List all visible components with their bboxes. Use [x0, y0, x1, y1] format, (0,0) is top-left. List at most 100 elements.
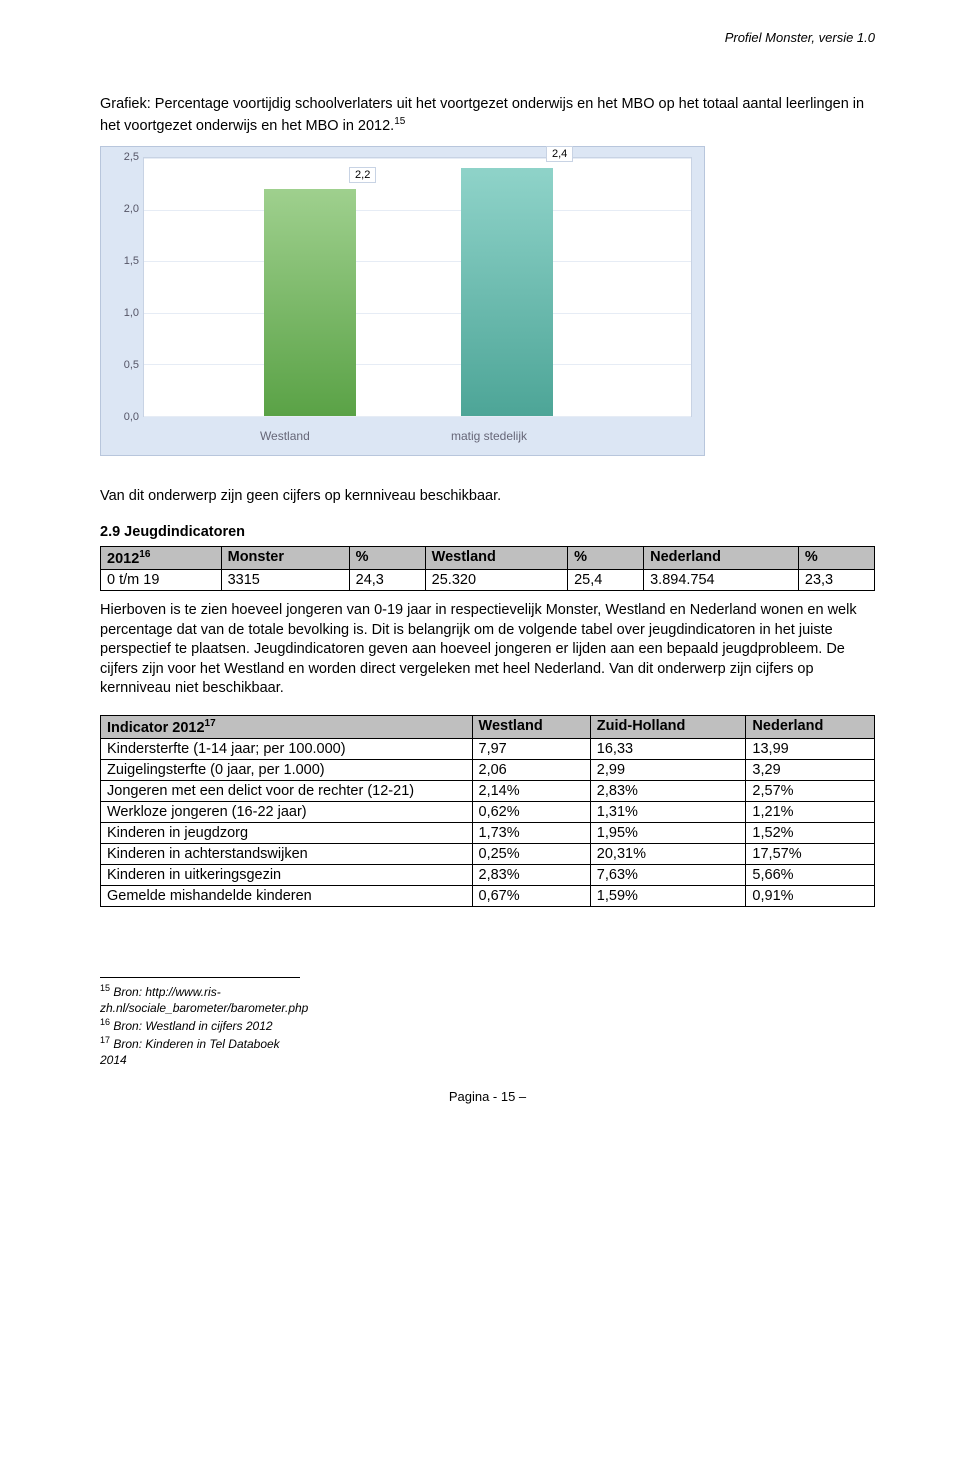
chart-gridline — [144, 364, 691, 365]
table-row: Kinderen in uitkeringsgezin2,83%7,63%5,6… — [101, 864, 875, 885]
chart-bar: 2,2 — [264, 189, 356, 416]
between-paragraph: Van dit onderwerp zijn geen cijfers op k… — [100, 486, 875, 506]
table-header-row: Indicator 201217 Westland Zuid-Holland N… — [101, 715, 875, 738]
intro-paragraph: Grafiek: Percentage voortijdig schoolver… — [100, 95, 875, 136]
indicator-table: Indicator 201217 Westland Zuid-Holland N… — [100, 715, 875, 907]
chart-x-label: matig stedelijk — [451, 429, 527, 443]
table-cell: 3,29 — [746, 759, 875, 780]
t1-r0-c4: 25,4 — [568, 570, 644, 591]
t1-col-1: Monster — [221, 547, 349, 570]
page-footer: Pagina - 15 – — [100, 1089, 875, 1104]
table-cell: 0,62% — [472, 801, 590, 822]
table-cell: 1,52% — [746, 822, 875, 843]
chart-y-axis: 0,00,51,01,52,02,5 — [111, 157, 141, 417]
section-heading: 2.9 Jeugdindicatoren — [100, 524, 875, 540]
t2-h0-sup: 17 — [205, 718, 216, 729]
table-cell: 1,31% — [590, 801, 746, 822]
table-cell: 2,14% — [472, 780, 590, 801]
intro-footnote-ref: 15 — [394, 116, 405, 127]
table-row: 0 t/m 19 3315 24,3 25.320 25,4 3.894.754… — [101, 570, 875, 591]
chart-ytick: 2,0 — [124, 203, 139, 215]
t1-col-3: Westland — [425, 547, 567, 570]
intro-text: Grafiek: Percentage voortijdig schoolver… — [100, 96, 864, 133]
table-row: Kinderen in achterstandswijken0,25%20,31… — [101, 843, 875, 864]
t1-r0-c2: 24,3 — [349, 570, 425, 591]
footnotes-block: 15 Bron: http://www.ris-zh.nl/sociale_ba… — [100, 977, 300, 1069]
footnote-number: 16 — [100, 1017, 110, 1027]
table-cell: Zuigelingsterfte (0 jaar, per 1.000) — [101, 759, 473, 780]
table-cell: Gemelde mishandelde kinderen — [101, 885, 473, 906]
table-cell: 2,99 — [590, 759, 746, 780]
chart-gridline — [144, 416, 691, 417]
chart-x-label: Westland — [260, 429, 310, 443]
table-cell: 2,06 — [472, 759, 590, 780]
table-cell: 0,25% — [472, 843, 590, 864]
t1-col-0: 201216 — [101, 547, 222, 570]
chart-gridline — [144, 313, 691, 314]
t1-col-0-sup: 16 — [139, 549, 150, 560]
t2-h3: Nederland — [746, 715, 875, 738]
table-cell: 17,57% — [746, 843, 875, 864]
t1-r0-c6: 23,3 — [798, 570, 874, 591]
t1-col-6: % — [798, 547, 874, 570]
table-cell: 0,67% — [472, 885, 590, 906]
table-row: Zuigelingsterfte (0 jaar, per 1.000)2,06… — [101, 759, 875, 780]
chart-bar-value-label: 2,2 — [349, 167, 376, 183]
chart-ytick: 0,0 — [124, 411, 139, 423]
t1-col-4: % — [568, 547, 644, 570]
page-header-right: Profiel Monster, versie 1.0 — [100, 30, 875, 45]
t1-r0-c1: 3315 — [221, 570, 349, 591]
table-row: Werkloze jongeren (16-22 jaar)0,62%1,31%… — [101, 801, 875, 822]
table-cell: 2,83% — [472, 864, 590, 885]
footnote: 16 Bron: Westland in cijfers 2012 — [100, 1016, 300, 1034]
body-paragraph: Hierboven is te zien hoeveel jongeren va… — [100, 601, 875, 699]
chart-container: 0,00,51,01,52,02,5 2,22,4 Westlandmatig … — [100, 146, 705, 456]
table-row: Gemelde mishandelde kinderen0,67%1,59%0,… — [101, 885, 875, 906]
t2-h0: Indicator 201217 — [101, 715, 473, 738]
table-cell: 7,97 — [472, 738, 590, 759]
t1-col-0-text: 2012 — [107, 551, 139, 567]
table-cell: 2,83% — [590, 780, 746, 801]
table-cell: 1,95% — [590, 822, 746, 843]
footnote: 17 Bron: Kinderen in Tel Databoek 2014 — [100, 1034, 300, 1068]
table-row: Kinderen in jeugdzorg1,73%1,95%1,52% — [101, 822, 875, 843]
chart-bar-value-label: 2,4 — [546, 146, 573, 162]
table-cell: Kinderen in achterstandswijken — [101, 843, 473, 864]
table-header-row: 201216 Monster % Westland % Nederland % — [101, 547, 875, 570]
chart-gridline — [144, 158, 691, 159]
table-cell: 1,73% — [472, 822, 590, 843]
t1-col-5: Nederland — [644, 547, 799, 570]
t2-h1: Westland — [472, 715, 590, 738]
footnote-number: 17 — [100, 1035, 110, 1045]
table-row: Jongeren met een delict voor de rechter … — [101, 780, 875, 801]
jeugd-table-1: 201216 Monster % Westland % Nederland % … — [100, 546, 875, 591]
t1-col-2: % — [349, 547, 425, 570]
chart-ytick: 2,5 — [124, 151, 139, 163]
t1-r0-c3: 25.320 — [425, 570, 567, 591]
table-cell: 16,33 — [590, 738, 746, 759]
chart-ytick: 1,5 — [124, 255, 139, 267]
chart-plot-area: 2,2 2,4 — [143, 157, 692, 417]
footnote-number: 15 — [100, 983, 110, 993]
table-cell: 2,57% — [746, 780, 875, 801]
t2-h2: Zuid-Holland — [590, 715, 746, 738]
table-cell: Kindersterfte (1-14 jaar; per 100.000) — [101, 738, 473, 759]
table-row: Kindersterfte (1-14 jaar; per 100.000)7,… — [101, 738, 875, 759]
t2-h0-text: Indicator 2012 — [107, 720, 205, 736]
table-cell: 5,66% — [746, 864, 875, 885]
table-cell: 7,63% — [590, 864, 746, 885]
t1-r0-c0: 0 t/m 19 — [101, 570, 222, 591]
table-cell: Kinderen in jeugdzorg — [101, 822, 473, 843]
table-cell: Jongeren met een delict voor de rechter … — [101, 780, 473, 801]
table-cell: Kinderen in uitkeringsgezin — [101, 864, 473, 885]
chart-bar: 2,4 — [461, 168, 553, 416]
chart-gridline — [144, 261, 691, 262]
t1-r0-c5: 3.894.754 — [644, 570, 799, 591]
table-cell: 1,21% — [746, 801, 875, 822]
table-cell: 1,59% — [590, 885, 746, 906]
chart-gridline — [144, 210, 691, 211]
table-cell: 0,91% — [746, 885, 875, 906]
footnote: 15 Bron: http://www.ris-zh.nl/sociale_ba… — [100, 982, 300, 1016]
chart-ytick: 1,0 — [124, 307, 139, 319]
table-cell: Werkloze jongeren (16-22 jaar) — [101, 801, 473, 822]
